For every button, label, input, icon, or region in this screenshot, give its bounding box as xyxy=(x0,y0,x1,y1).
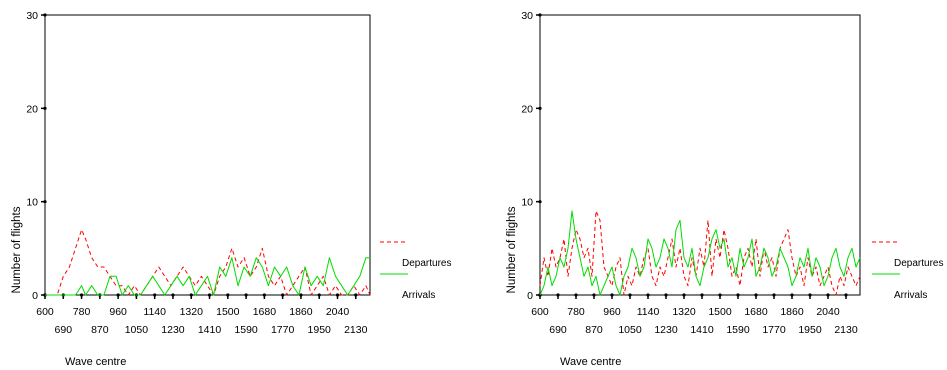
x-tick-label: 870 xyxy=(91,324,109,336)
x-tick-label: 960 xyxy=(109,306,127,318)
y-tick-label: 10 xyxy=(521,197,533,209)
x-tick-label: 1590 xyxy=(234,324,258,336)
x-tick-dot xyxy=(262,293,266,297)
x-tick-label: 1230 xyxy=(654,324,678,336)
x-tick-dot xyxy=(574,293,578,297)
x-tick-dot xyxy=(844,293,848,297)
x-axis-label: Wave centre xyxy=(65,356,126,368)
y-tick-dot xyxy=(538,106,542,110)
x-tick-dot xyxy=(718,293,722,297)
y-tick-label: 30 xyxy=(521,10,533,22)
plot-frame xyxy=(44,14,371,296)
x-tick-label: 600 xyxy=(36,306,54,318)
chart-panel-1: 0 10 20 30 600 780 960 1140 1320 1500 1680 1860 2040… xyxy=(11,10,451,368)
y-tick-label: 0 xyxy=(32,290,38,302)
x-tick-dot xyxy=(754,293,758,297)
x-tick-label: 1590 xyxy=(726,324,750,336)
x-tick-dot xyxy=(281,293,285,297)
legend-arrivals-label: Arrivals xyxy=(402,290,435,301)
x-tick-dot xyxy=(226,293,230,297)
x-tick-label: 600 xyxy=(531,306,549,318)
x-tick-label: 1230 xyxy=(161,324,185,336)
x-tick-dot xyxy=(664,293,668,297)
y-tick-dot xyxy=(538,13,542,17)
x-tick-dot xyxy=(808,293,812,297)
x-tick-label: 2040 xyxy=(326,306,350,318)
x-tick-dot xyxy=(646,293,650,297)
x-tick-dot xyxy=(592,293,596,297)
x-tick-label: 2040 xyxy=(816,306,840,318)
x-tick-label: 1410 xyxy=(198,324,222,336)
x-tick-label: 1770 xyxy=(762,324,786,336)
x-tick-dot xyxy=(628,293,632,297)
x-tick-label: 780 xyxy=(73,306,91,318)
x-tick-dot xyxy=(79,293,84,297)
legend-departures-label: Departures xyxy=(402,258,451,269)
x-tick-label: 2130 xyxy=(344,324,368,336)
x-axis-label: Wave centre xyxy=(560,356,621,368)
x-tick-label: 1320 xyxy=(180,306,204,318)
x-tick-dot xyxy=(826,293,830,297)
x-tick-dot xyxy=(244,293,248,297)
x-tick-dot xyxy=(700,293,704,297)
plot-frame xyxy=(539,14,861,296)
y-tick-label: 20 xyxy=(521,103,533,115)
x-tick-label: 1680 xyxy=(744,306,768,318)
x-tick-label: 1050 xyxy=(618,324,642,336)
y-tick-dot xyxy=(43,200,47,204)
x-tick-dot xyxy=(610,293,614,297)
x-tick-dot xyxy=(189,293,193,297)
series-line-departures xyxy=(45,229,371,296)
x-tick-label: 1500 xyxy=(216,306,240,318)
series-line-arrivals xyxy=(45,257,370,296)
y-tick-dot xyxy=(538,200,542,204)
x-tick-label: 690 xyxy=(55,324,73,336)
x-tick-label: 1500 xyxy=(708,306,732,318)
y-tick-label: 30 xyxy=(26,10,38,22)
x-tick-label: 1680 xyxy=(253,306,277,318)
y-axis-label: Number of flights xyxy=(11,206,23,293)
x-tick-label: 1410 xyxy=(690,324,714,336)
x-tick-label: 1770 xyxy=(271,324,295,336)
x-tick-dot xyxy=(354,293,358,297)
y-tick-label: 0 xyxy=(527,290,533,302)
x-tick-label: 1860 xyxy=(780,306,804,318)
x-tick-label: 1320 xyxy=(672,306,696,318)
x-tick-label: 1050 xyxy=(125,324,149,336)
x-tick-label: 2130 xyxy=(834,324,858,336)
x-tick-dot xyxy=(116,293,120,297)
x-tick-dot xyxy=(736,293,740,297)
y-tick-label: 20 xyxy=(26,103,38,115)
legend-arrivals-label: Arrivals xyxy=(894,290,927,301)
x-tick-label: 1140 xyxy=(637,306,660,318)
x-tick-label: 1950 xyxy=(308,324,332,336)
x-tick-dot xyxy=(772,293,776,297)
y-axis-label: Number of flights xyxy=(506,206,518,293)
x-tick-label: 780 xyxy=(567,306,585,318)
legend-departures-label: Departures xyxy=(894,258,943,269)
y-tick-dot xyxy=(43,106,47,110)
x-tick-label: 870 xyxy=(585,324,603,336)
chart-panel-2: 0 10 20 30 600 780 960 1140 1320 1500 1680 1860 2040… xyxy=(506,10,943,368)
x-tick-dot xyxy=(171,293,175,297)
x-tick-dot xyxy=(317,293,321,297)
x-tick-dot xyxy=(207,293,212,297)
x-tick-label: 690 xyxy=(549,324,567,336)
x-tick-dot xyxy=(682,293,686,297)
y-tick-label: 10 xyxy=(26,197,38,209)
x-tick-label: 1860 xyxy=(289,306,313,318)
x-tick-dot xyxy=(556,293,560,297)
x-tick-label: 1950 xyxy=(798,324,822,336)
y-tick-dot xyxy=(43,13,47,17)
x-tick-dot xyxy=(790,293,794,297)
series-line-arrivals xyxy=(539,210,861,296)
x-tick-dot xyxy=(299,293,303,297)
x-tick-label: 1140 xyxy=(143,306,166,318)
series-line-departures xyxy=(539,210,861,296)
x-tick-dot xyxy=(153,293,157,297)
x-tick-label: 960 xyxy=(603,306,621,318)
x-tick-dot xyxy=(335,293,340,297)
